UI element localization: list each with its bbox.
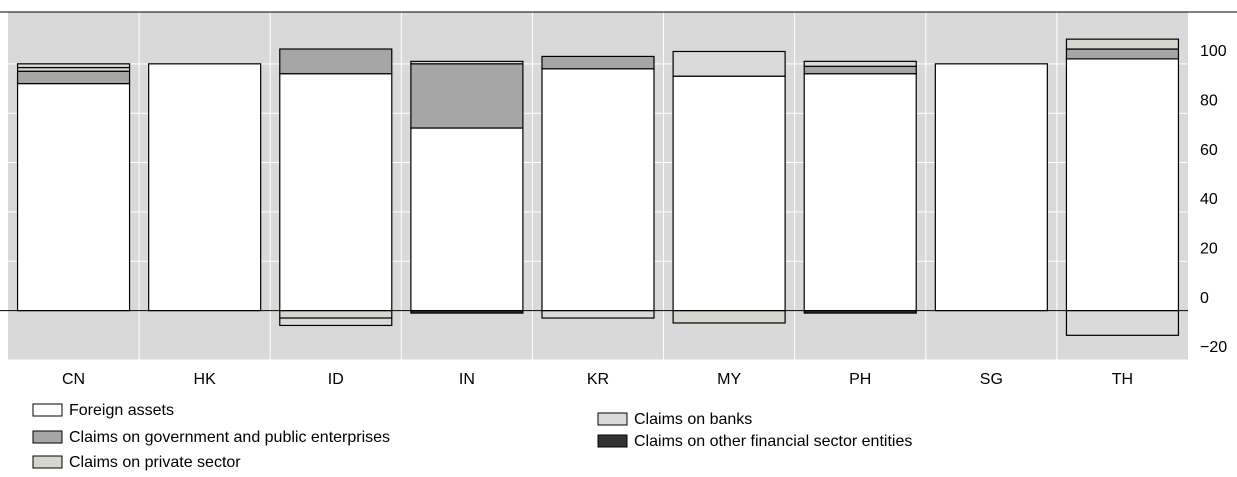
bar-segment bbox=[279, 73, 393, 312]
y-tick-label: 60 bbox=[1200, 142, 1218, 159]
y-tick-label: 0 bbox=[1200, 290, 1209, 307]
bar-segment bbox=[279, 310, 393, 319]
legend-swatch bbox=[32, 403, 63, 417]
bar-segment bbox=[1065, 38, 1180, 50]
bar-segment bbox=[410, 63, 524, 129]
bar-segment bbox=[410, 60, 524, 65]
legend-label: Foreign assets bbox=[69, 402, 174, 419]
y-tick-label: 40 bbox=[1200, 191, 1218, 208]
bar-segment bbox=[541, 55, 655, 70]
bar-segment bbox=[410, 127, 524, 312]
bar-segment bbox=[1065, 48, 1180, 60]
x-tick-label: CN bbox=[62, 371, 85, 388]
x-tick-label: ID bbox=[328, 371, 344, 388]
legend-label: Claims on government and public enterpri… bbox=[69, 429, 390, 446]
legend-swatch bbox=[32, 455, 63, 469]
y-tick-label: 80 bbox=[1200, 92, 1218, 109]
bar-segment bbox=[803, 60, 917, 67]
bar-segment bbox=[16, 63, 131, 69]
bar-segment bbox=[672, 310, 786, 324]
bar-segment bbox=[1065, 310, 1180, 336]
bar-segment bbox=[672, 50, 786, 77]
bar-segment bbox=[934, 63, 1048, 312]
legend-swatch bbox=[597, 434, 628, 448]
x-tick-label: MY bbox=[717, 371, 741, 388]
legend-label: Claims on other financial sector entitie… bbox=[634, 433, 912, 450]
bar-segment bbox=[279, 48, 393, 75]
legend-swatch bbox=[32, 430, 63, 444]
bar-segment bbox=[803, 73, 917, 312]
x-tick-label: IN bbox=[459, 371, 475, 388]
y-tick-label: 100 bbox=[1200, 43, 1227, 60]
bar-segment bbox=[148, 63, 262, 312]
bar-segment bbox=[541, 68, 655, 312]
x-tick-label: PH bbox=[849, 371, 871, 388]
x-tick-label: TH bbox=[1112, 371, 1133, 388]
y-tick-label: 20 bbox=[1200, 240, 1218, 257]
bar-segment bbox=[16, 82, 131, 312]
x-tick-label: KR bbox=[587, 371, 609, 388]
legend-swatch bbox=[597, 412, 628, 426]
legend-label: Claims on private sector bbox=[69, 454, 241, 471]
bar-segment bbox=[672, 75, 786, 312]
x-tick-label: SG bbox=[980, 371, 1003, 388]
x-tick-label: HK bbox=[194, 371, 217, 388]
bar-segment bbox=[541, 310, 655, 319]
y-tick-label: −20 bbox=[1200, 339, 1227, 356]
bar-segment bbox=[1065, 58, 1180, 312]
bar-segment bbox=[803, 65, 917, 75]
legend-label: Claims on banks bbox=[634, 411, 752, 428]
bar-segment bbox=[16, 70, 131, 85]
bar-segment bbox=[279, 317, 393, 327]
